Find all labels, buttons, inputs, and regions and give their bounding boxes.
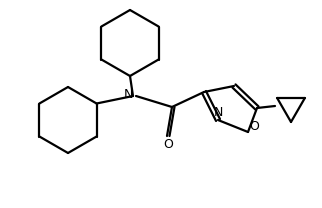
Text: N: N	[213, 106, 223, 120]
Text: O: O	[163, 139, 173, 151]
Text: N: N	[123, 88, 133, 102]
Text: O: O	[249, 120, 259, 132]
